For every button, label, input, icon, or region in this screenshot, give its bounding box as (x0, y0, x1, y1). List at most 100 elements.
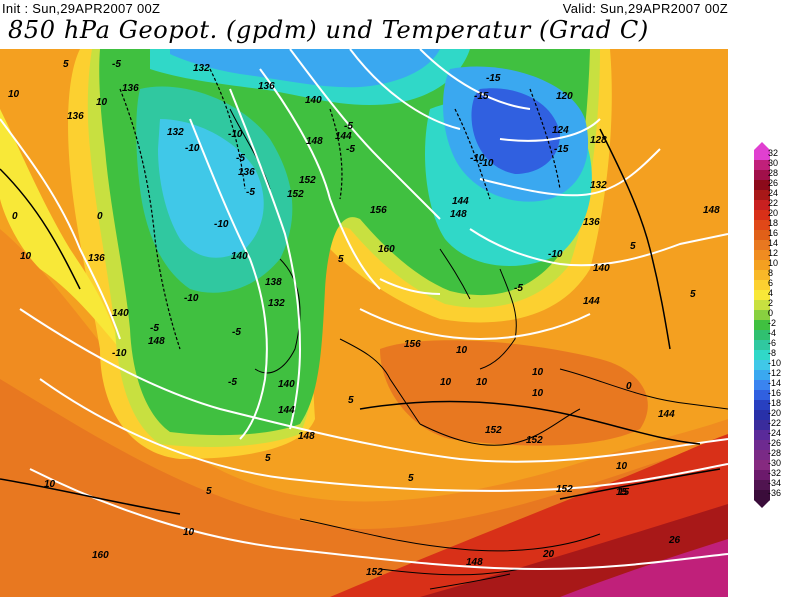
colorbar-cell (754, 210, 770, 221)
geo-label: 132 (167, 127, 184, 138)
colorbar-tick-label: -28 (768, 448, 782, 458)
colorbar-tick-label: 16 (768, 228, 779, 238)
colorbar-tick-label: -32 (768, 468, 782, 478)
temperature-colorbar (754, 142, 770, 508)
temp-label: 0 (626, 381, 632, 392)
geo-label: 144 (583, 296, 600, 307)
colorbar-cell (754, 260, 770, 271)
colorbar-tick-label: 2 (768, 298, 774, 308)
geo-label: 152 (485, 425, 502, 436)
geo-label: 152 (299, 175, 316, 186)
temp-label: 5 (265, 453, 271, 464)
valid-time-label: Valid: Sun,29APR2007 00Z (562, 1, 728, 16)
temp-label: -5 (228, 377, 237, 388)
geo-label: 148 (450, 209, 467, 220)
temp-label: -5 (514, 283, 523, 294)
temp-label: -5 (112, 59, 121, 70)
temp-label: 10 (476, 377, 488, 388)
colorbar-tick-label: -14 (768, 378, 782, 388)
colorbar-cell (754, 240, 770, 251)
colorbar-cell (754, 200, 770, 211)
geo-label: 148 (703, 205, 720, 216)
colorbar-cell (754, 180, 770, 191)
colorbar-cell (754, 450, 770, 461)
colorbar-tick-label: 20 (768, 208, 779, 218)
temp-label: 10 (20, 251, 32, 262)
colorbar-tick-label: -2 (768, 318, 777, 328)
colorbar-tick-label: -34 (768, 478, 782, 488)
geo-label: 152 (366, 567, 383, 578)
colorbar-cell (754, 440, 770, 451)
temp-label: 0 (97, 211, 103, 222)
colorbar-cell (754, 190, 770, 201)
temp-label: -5 (344, 121, 353, 132)
temp-label: 5 (690, 289, 696, 300)
colorbar-tick-label: -6 (768, 338, 777, 348)
geopotential-contours (0, 49, 728, 571)
geo-label: 138 (265, 277, 282, 288)
colorbar-cell (754, 380, 770, 391)
geo-label: 144 (335, 131, 352, 142)
geo-label: 156 (370, 205, 387, 216)
colorbar-cell (754, 420, 770, 431)
colorbar-tick-label: 8 (768, 268, 774, 278)
colorbar-tick-label: -18 (768, 398, 782, 408)
colorbar-top-arrow (754, 142, 770, 150)
yellow-west (0, 109, 120, 349)
temperature-labels: -5 10 10 -10 -10 -5 -5 -10 0 5 10 -10 -5… (8, 59, 696, 560)
geo-label: 160 (378, 244, 395, 255)
colorbar-cell (754, 170, 770, 181)
temp-label: -15 (474, 91, 489, 102)
geo-label: 128 (590, 135, 607, 146)
chart-title: 850 hPa Geopot. (gpdm) und Temperatur (G… (8, 16, 649, 44)
colorbar-tick-label: -10 (768, 358, 782, 368)
colorbar-cell (754, 300, 770, 311)
colorbar-tick-label: -22 (768, 418, 782, 428)
geo-label: 136 (88, 253, 105, 264)
colorbar-cell (754, 220, 770, 231)
geo-label: 140 (305, 95, 322, 106)
temp-label: 10 (8, 89, 20, 100)
colorbar-tick-label: 12 (768, 248, 779, 258)
temp-label: -10 (548, 249, 563, 260)
geo-label: 124 (552, 125, 569, 136)
temp-label: -5 (236, 153, 245, 164)
temp-label: -15 (486, 73, 501, 84)
geopotential-labels: 132 136 136 136 140 144 148 152 152 136 … (67, 63, 720, 578)
colorbar-tick-label: -12 (768, 368, 782, 378)
temp-label: 5 (63, 59, 69, 70)
temp-label: 5 (338, 254, 344, 265)
geo-label: 140 (278, 379, 295, 390)
temp-label: -10 (214, 219, 229, 230)
temp-label: -10 (184, 293, 199, 304)
geo-label: 148 (148, 336, 165, 347)
magenta-zone (560, 539, 728, 597)
colorbar-tick-label: -24 (768, 428, 782, 438)
temp-label: -5 (346, 144, 355, 155)
colorbar-cell (754, 290, 770, 301)
colorbar-tick-label: -30 (768, 458, 782, 468)
temp-label: 5 (408, 473, 414, 484)
geo-label: 144 (658, 409, 675, 420)
colorbar-tick-label: 6 (768, 278, 774, 288)
temp-label: 10 (616, 461, 628, 472)
colorbar-tick-label: 24 (768, 188, 779, 198)
temp-label: 20 (542, 549, 555, 560)
colorbar-tick-label: 4 (768, 288, 774, 298)
colorbar-tick-label: -26 (768, 438, 782, 448)
geo-label: 136 (67, 111, 84, 122)
coastlines (229, 108, 728, 590)
colorbar-cell (754, 250, 770, 261)
geo-label: 132 (590, 180, 607, 191)
colorbar-cell (754, 430, 770, 441)
temp-label: -10 (470, 153, 485, 164)
colorbar-tick-label: 28 (768, 168, 779, 178)
temp-label: -5 (150, 323, 159, 334)
colorbar-tick-label: 10 (768, 258, 779, 268)
temperature-contours-solid (0, 128, 721, 515)
temp-label: 5 (206, 486, 212, 497)
colorbar-cell (754, 330, 770, 341)
geo-label: 148 (306, 136, 323, 147)
geo-label: 144 (278, 405, 295, 416)
geo-label: 132 (193, 63, 210, 74)
